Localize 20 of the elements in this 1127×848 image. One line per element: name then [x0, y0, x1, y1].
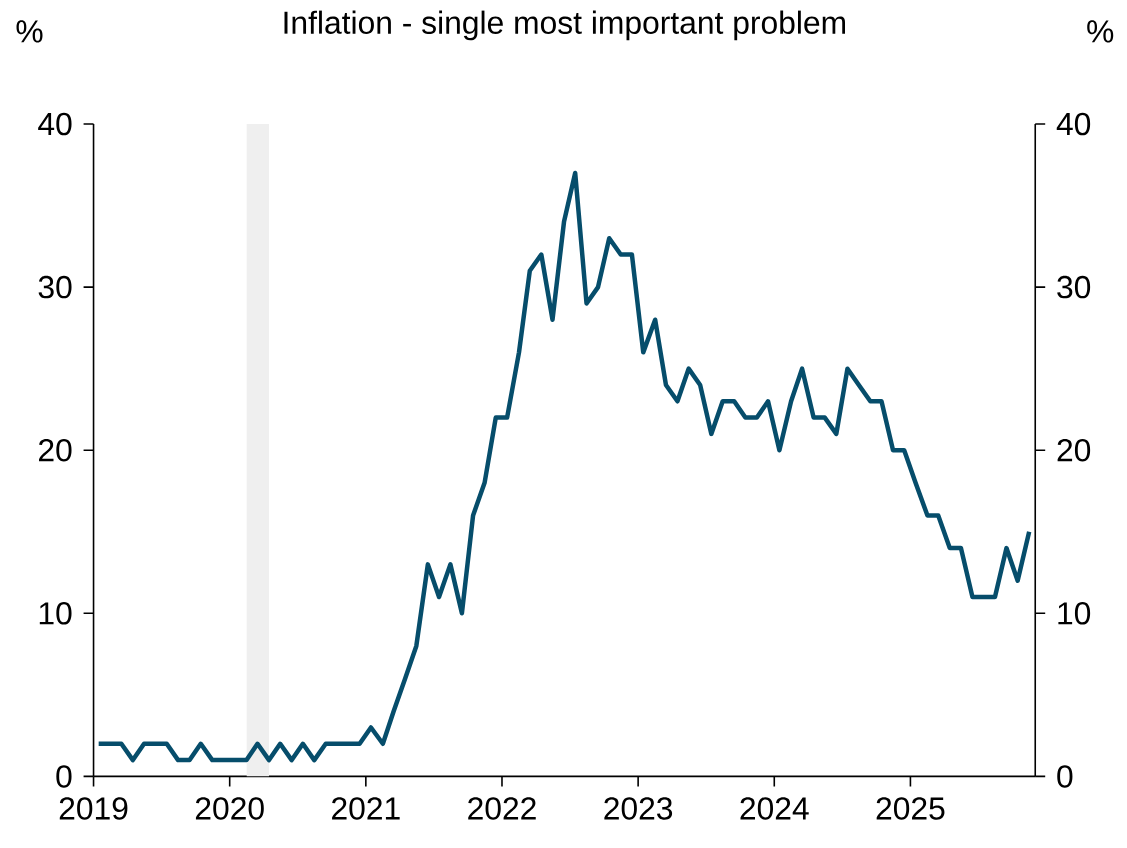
y-tick-label: 0	[56, 765, 72, 788]
y-tick-label: 40	[38, 112, 72, 136]
x-tick-label: 2023	[604, 797, 673, 820]
y2-tick-label: 30	[1057, 275, 1091, 299]
x-tick-label: 2021	[332, 797, 400, 820]
y2-tick-label: 40	[1056, 112, 1091, 136]
x-tick-label: 2024	[740, 797, 809, 820]
y2-axis-title: %	[1087, 20, 1114, 43]
chart-title: Inflation - single most important problem	[284, 10, 846, 41]
y-tick-label: 20	[39, 438, 72, 462]
y-axis-title: %	[16, 20, 43, 43]
y2-tick-label: 0	[1057, 765, 1073, 788]
y-tick-label: 30	[38, 275, 72, 299]
y-tick-label: 10	[39, 601, 72, 625]
x-tick-label: 2019	[59, 797, 128, 820]
x-tick-label: 2022	[468, 797, 536, 820]
x-tick-label: 2020	[195, 797, 264, 820]
x-tick-label: 2025	[876, 797, 945, 820]
y2-tick-label: 20	[1057, 438, 1091, 462]
y2-tick-label: 10	[1058, 601, 1091, 625]
